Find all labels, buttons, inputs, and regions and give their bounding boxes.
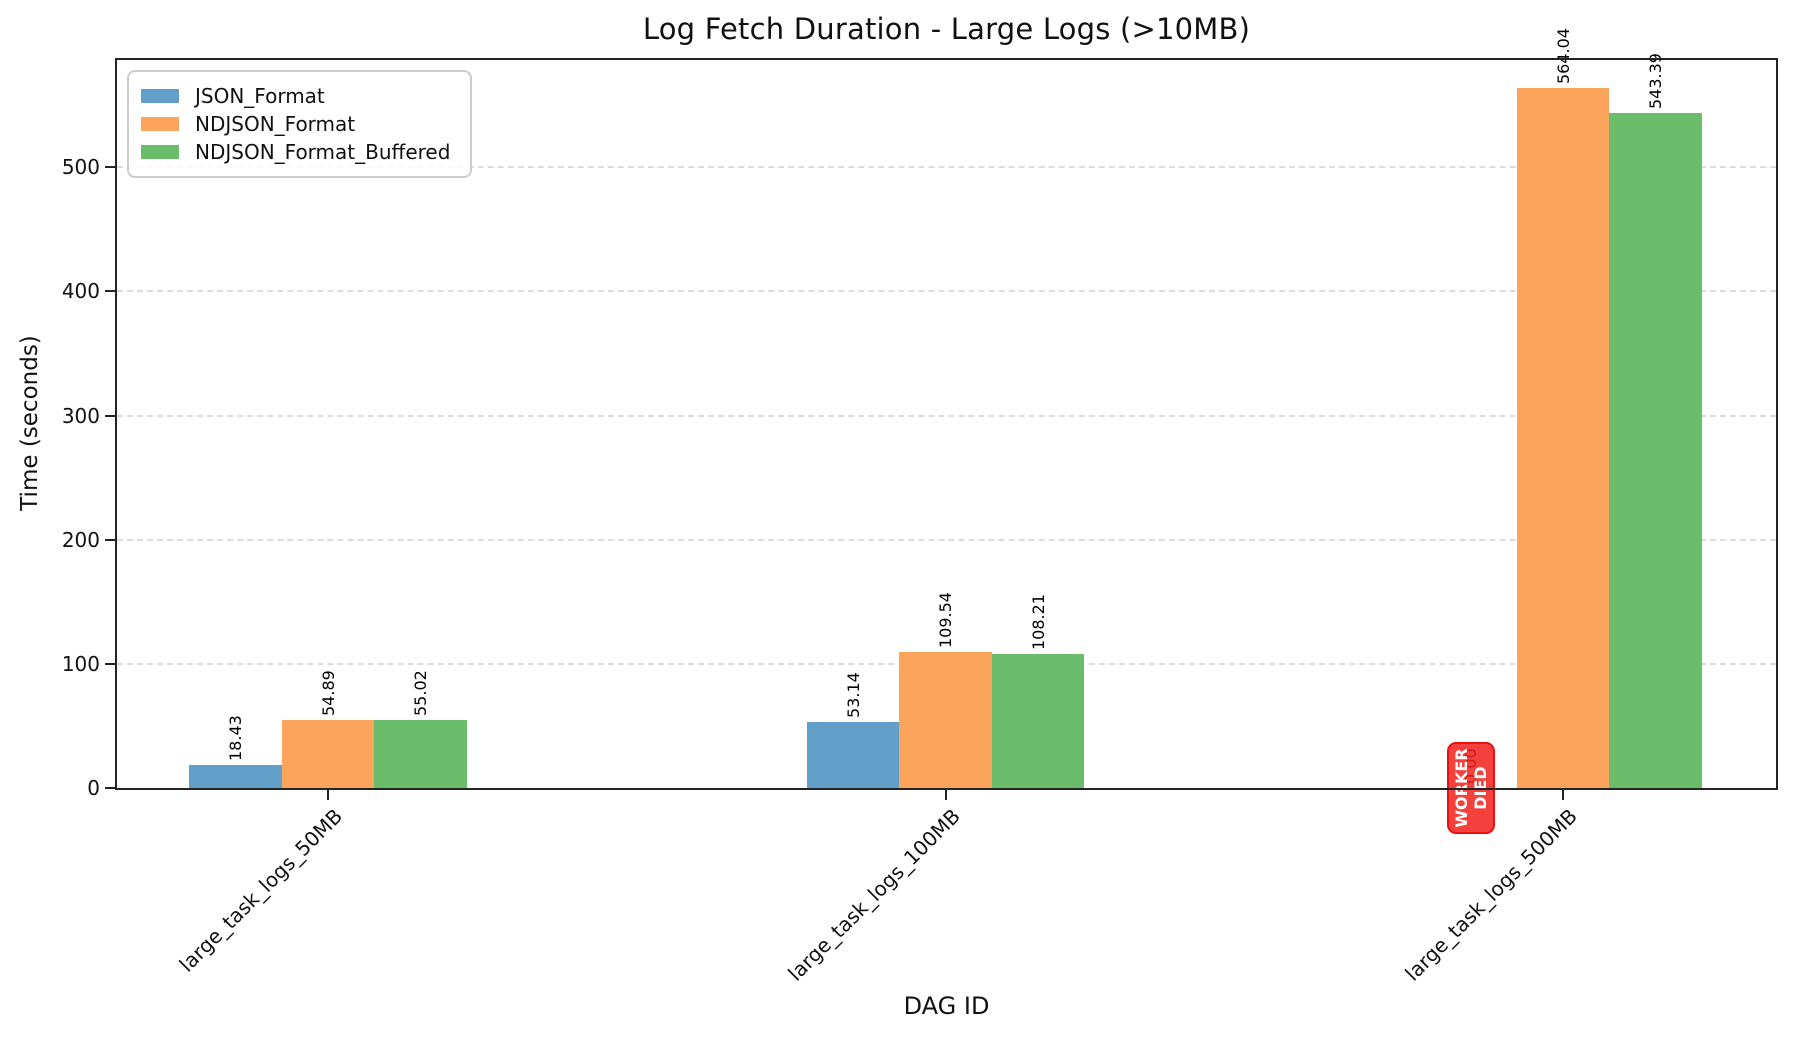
legend-item: NDJSON_Format	[141, 110, 450, 138]
bar-json_format-large_task_logs_100MB	[806, 722, 900, 788]
bar-value-text: 54.89	[318, 670, 338, 716]
y-tick-label: 100	[61, 651, 100, 676]
legend-label: NDJSON_Format	[195, 112, 356, 136]
y-tick-mark	[105, 290, 115, 293]
legend-item: JSON_Format	[141, 82, 450, 110]
bar-value-text: 55.02	[411, 669, 430, 716]
bar-value-text: 564.04	[1553, 27, 1573, 84]
legend-label: NDJSON_Format_Buffered	[195, 140, 451, 164]
gridline-y-300	[117, 414, 1776, 417]
bar-value-text: 109.54	[936, 592, 955, 648]
gridline-y-400	[117, 290, 1776, 293]
legend: JSON_Format NDJSON_Format NDJSON_Format_Bu…	[127, 70, 473, 178]
y-tick-mark	[105, 166, 115, 169]
x-tick-label-text: large_task_logs_100MB	[782, 804, 965, 986]
legend-item: NDJSON_Format_Buffered	[141, 138, 450, 166]
worker-died-text: WORKER DIED	[1451, 748, 1490, 828]
y-tick-label: 200	[61, 527, 100, 552]
bar-ndjson_format_buffered-large_task_logs_100MB	[991, 653, 1085, 788]
bar-ndjson_format_buffered-large_task_logs_500MB	[1609, 113, 1702, 788]
bar-ndjson_format_buffered-large_task_logs_50MB	[374, 719, 467, 788]
bar-value-text: 53.14	[843, 672, 863, 719]
y-tick-mark	[105, 414, 115, 417]
x-axis-label: DAG ID	[903, 992, 990, 1020]
bar-ndjson_format-large_task_logs_50MB	[281, 719, 375, 788]
bar-json_format-large_task_logs_50MB	[189, 765, 282, 788]
legend-swatch-ndjson_format	[141, 117, 179, 131]
y-tick-label: 400	[61, 279, 100, 304]
y-tick-mark	[105, 538, 115, 541]
y-tick-mark	[105, 787, 115, 789]
y-tick-mark	[105, 662, 115, 665]
gridline-y-500	[117, 166, 1776, 169]
x-tick-mark	[327, 790, 329, 800]
y-tick-label: 500	[61, 155, 100, 180]
bar-ndjson_format-large_task_logs_100MB	[899, 652, 992, 788]
chart-title: Log Fetch Duration - Large Logs (>10MB)	[642, 12, 1251, 46]
y-tick-label: 0	[87, 776, 100, 800]
legend-label: JSON_Format	[195, 84, 325, 108]
bar-value-text: 543.39	[1646, 53, 1665, 110]
y-tick-label: 300	[61, 403, 100, 428]
bar-ndjson_format-large_task_logs_500MB	[1516, 87, 1610, 788]
worker-died-badge: WORKER DIED	[1446, 742, 1495, 834]
bar-value-text: 18.43	[226, 715, 245, 762]
gridline-y-200	[117, 538, 1776, 541]
legend-swatch-ndjson_format_buffered	[141, 145, 179, 159]
bar-value-text: 108.21	[1028, 593, 1048, 650]
x-tick-mark	[944, 790, 947, 800]
legend-swatch-json_format	[141, 89, 179, 103]
x-tick-label-text: large_task_logs_50MB	[174, 804, 347, 977]
x-tick-mark	[1562, 790, 1564, 800]
